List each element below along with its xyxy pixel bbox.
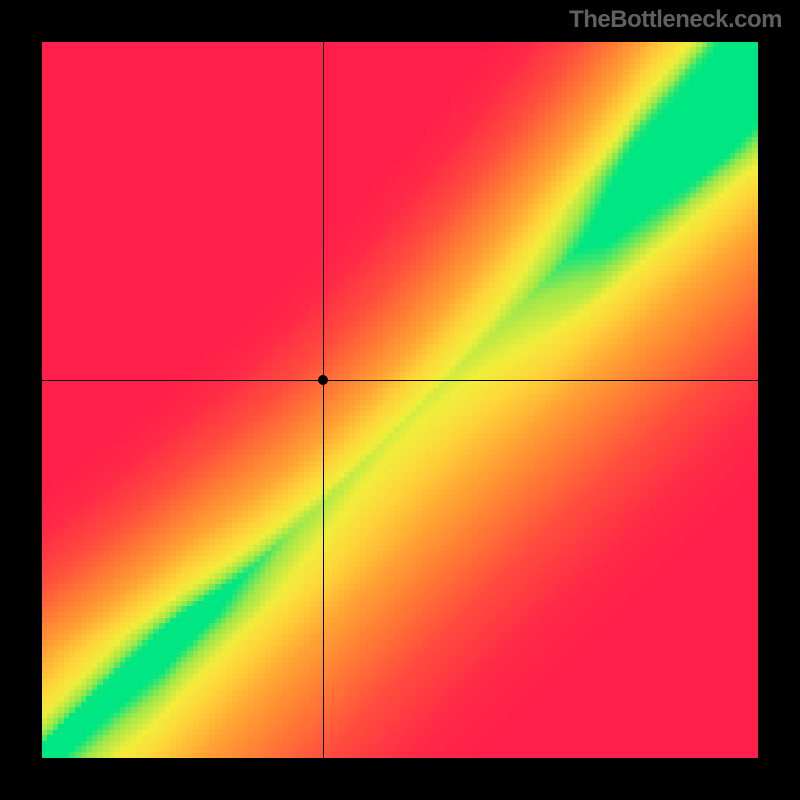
crosshair-horizontal [42,380,758,381]
plot-area [42,42,758,758]
chart-container: TheBottleneck.com [0,0,800,800]
watermark-text: TheBottleneck.com [569,6,782,34]
heatmap-canvas [42,42,758,758]
crosshair-vertical [323,42,324,758]
crosshair-marker [318,375,328,385]
